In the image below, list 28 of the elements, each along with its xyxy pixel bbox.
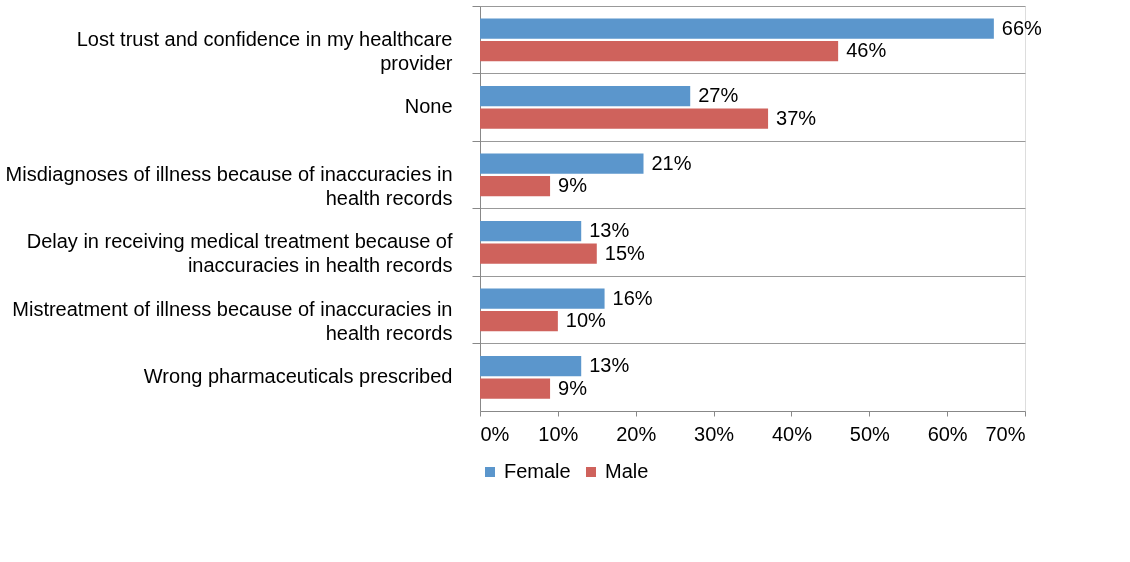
data-label: 10% — [565, 309, 607, 331]
data-label: 15% — [604, 241, 646, 264]
data-label: 27% — [698, 84, 739, 106]
data-label: 21% — [651, 151, 692, 174]
data-label: 66% — [1001, 16, 1043, 39]
x-tick-label: 20% — [616, 422, 657, 445]
y-tick-label: Delay in receiving medical treatment because of inaccuracies in health records — [26, 230, 453, 277]
data-label: 46% — [846, 39, 887, 61]
y-tick-label: None — [404, 95, 453, 118]
x-tick-label: 0% — [480, 422, 510, 445]
data-label: 9% — [558, 174, 588, 196]
data-label: 13% — [589, 354, 630, 376]
x-tick-label: 60% — [927, 422, 968, 445]
data-label: 13% — [589, 219, 630, 241]
y-tick-label: Misdiagnoses of illness because of inaccuracies in health records — [5, 162, 453, 209]
legend-label: Male — [605, 460, 649, 482]
x-tick-label: 50% — [849, 422, 891, 445]
y-tick-label: Lost trust and confidence in my healthcare provider — [76, 27, 453, 74]
x-tick-label: 70% — [985, 422, 1026, 445]
data-label: 16% — [612, 286, 653, 309]
y-tick-label: Mistreatment of illness because of inaccuracies in health records — [12, 297, 453, 344]
data-label: 9% — [558, 376, 588, 399]
x-tick-label: 10% — [538, 422, 579, 445]
y-tick-label: Wrong pharmaceuticals prescribed — [143, 365, 453, 388]
data-label: 37% — [776, 106, 817, 129]
x-tick-label: 40% — [771, 422, 813, 445]
legend-label: Female — [504, 460, 571, 482]
x-tick-label: 30% — [694, 422, 735, 445]
